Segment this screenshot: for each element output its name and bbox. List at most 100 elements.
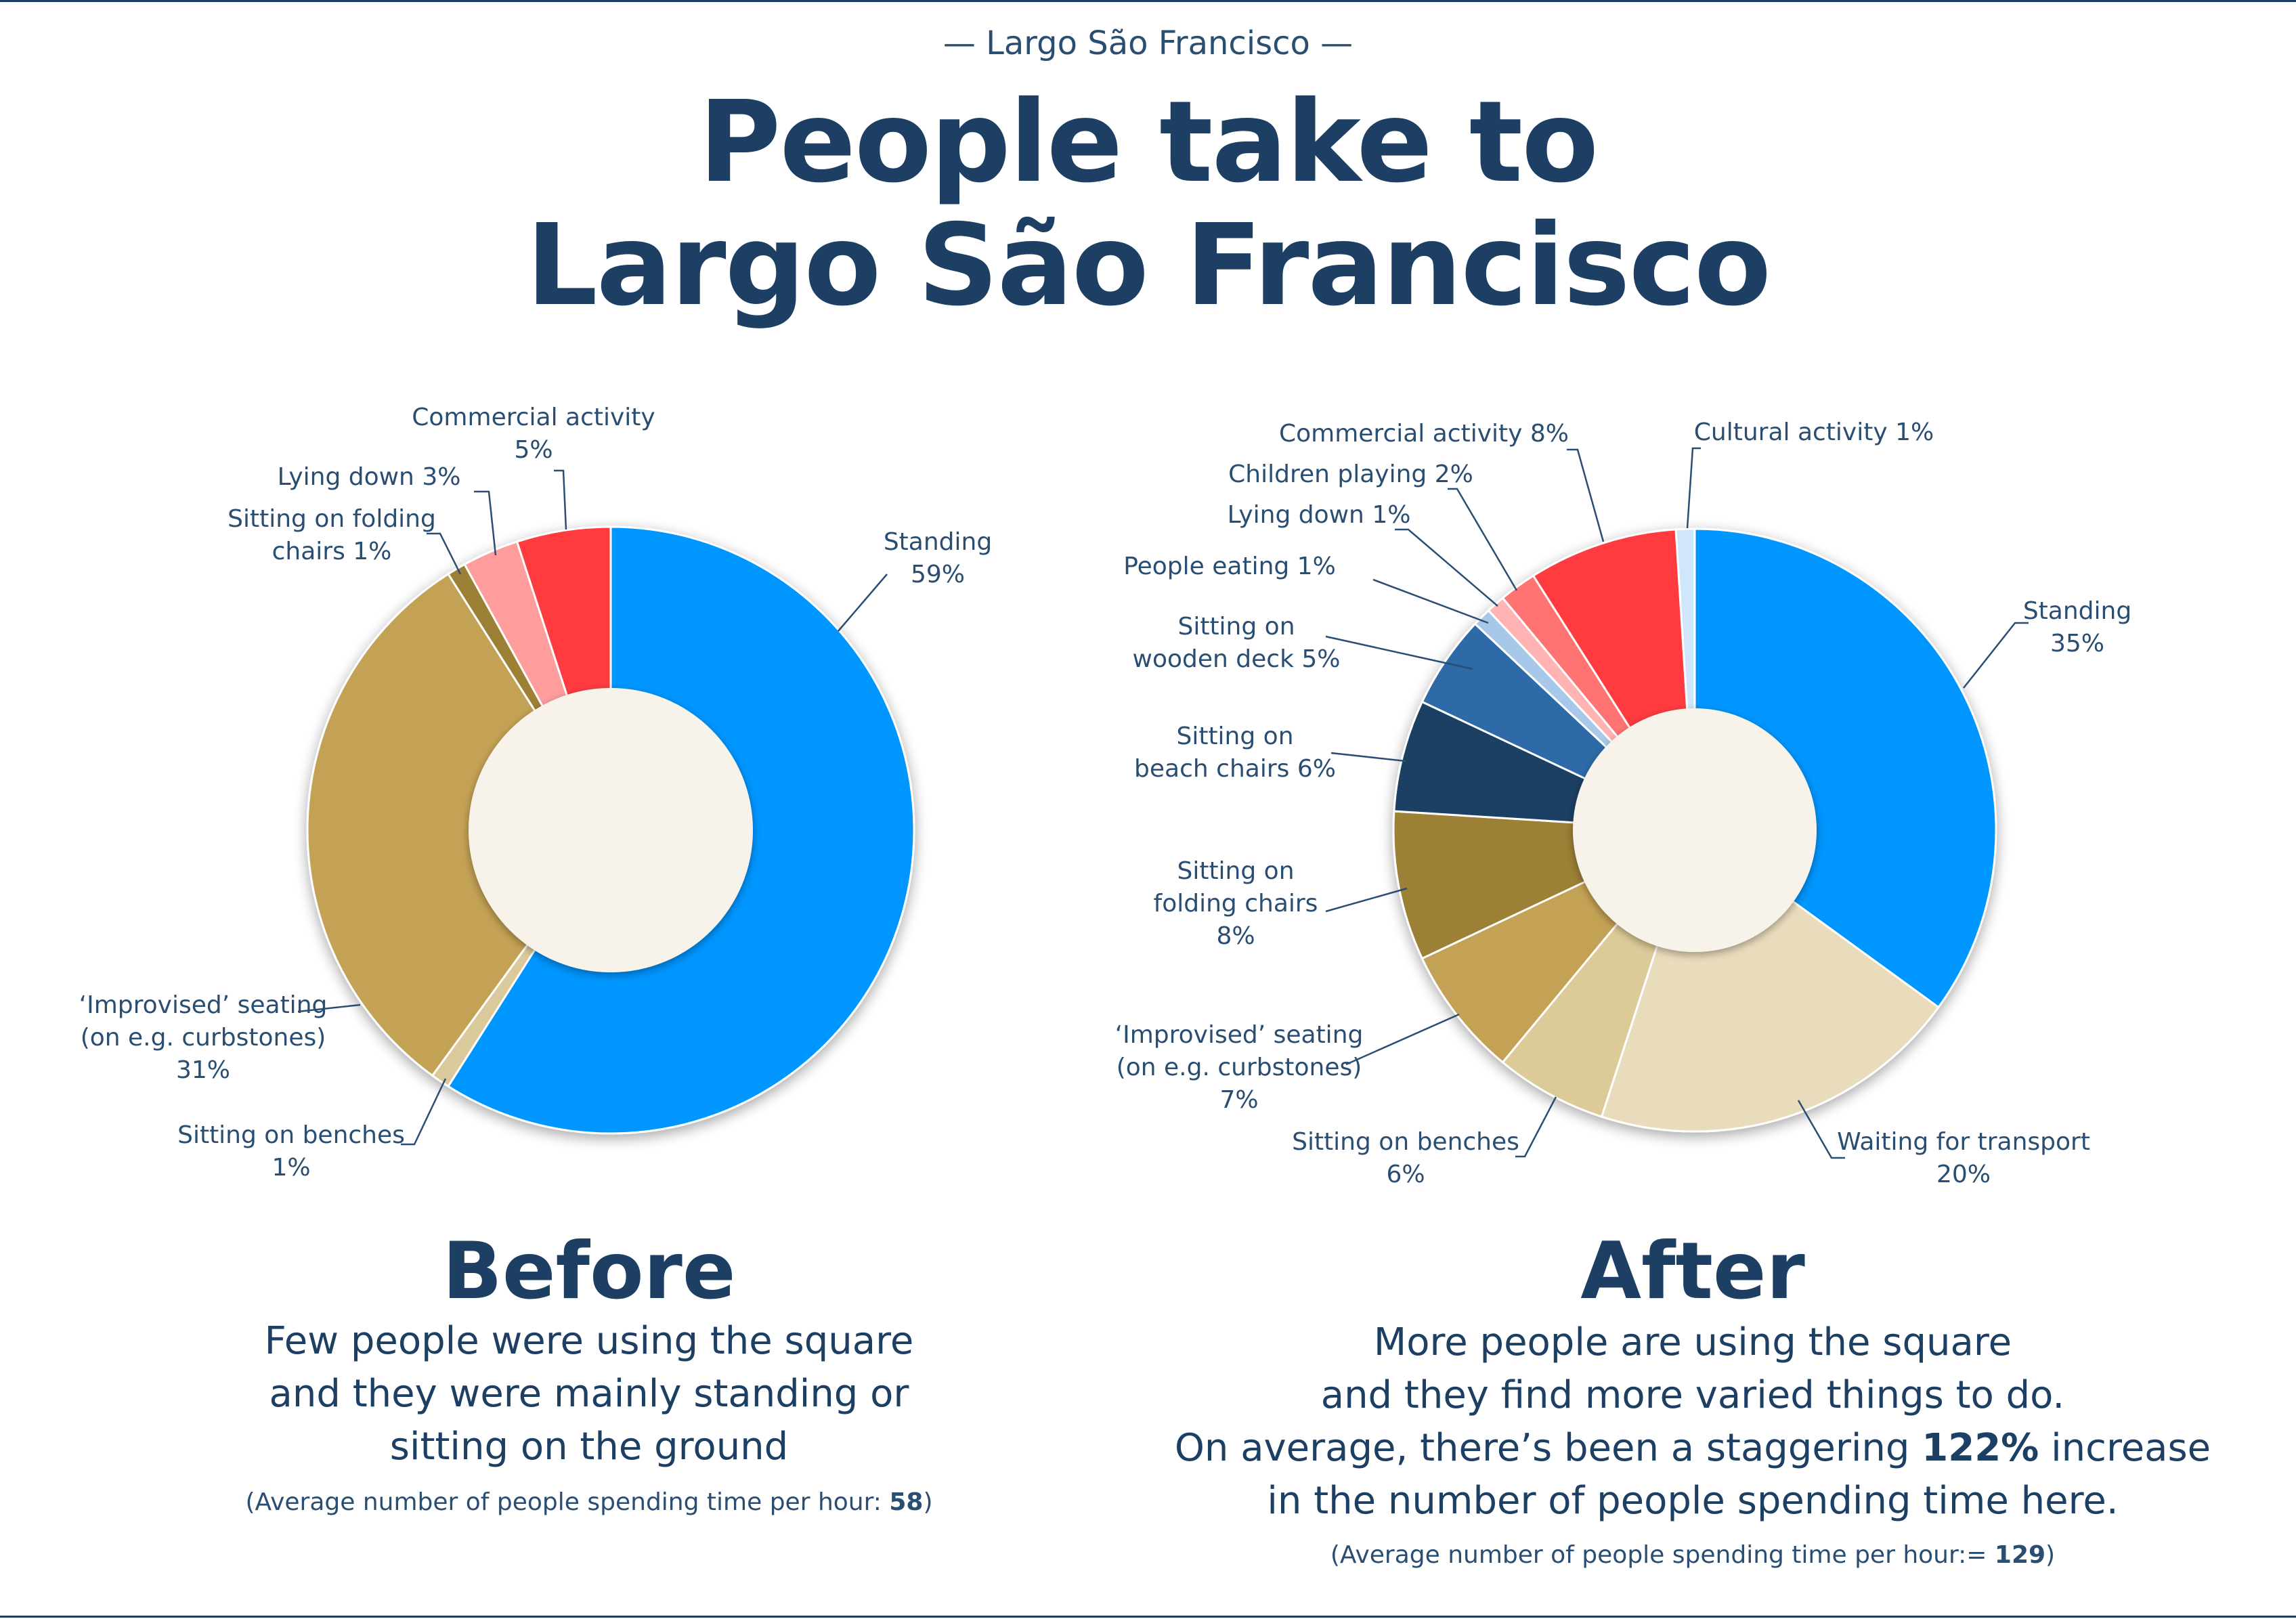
slice-label-line: 6%: [1386, 1161, 1425, 1188]
note-text: ): [2045, 1541, 2056, 1569]
slice-label-line: People eating 1%: [1123, 553, 1336, 580]
slice-label: Standing 35%: [2023, 597, 2131, 657]
slice-label-line: Sitting on: [1176, 722, 1293, 750]
slice-label: Commercial activity 5%: [412, 404, 655, 464]
slice-label: ‘Improvised’ seating (on e.g. curbstones)…: [1115, 1021, 1364, 1114]
slice-label: Sitting on wooden deck 5%: [1133, 613, 1341, 673]
slice-label-line: chairs 1%: [272, 538, 392, 565]
increase-percent: 122%: [1922, 1426, 2039, 1470]
slice-label-line: 7%: [1219, 1086, 1258, 1114]
before-average-note: (Average number of people spending time …: [156, 1488, 1022, 1516]
leader-line: [1963, 622, 2029, 689]
leader-line: [1395, 528, 1498, 607]
slice-improvised-seating-on-e-g-curbstones: [306, 572, 612, 1077]
leader-line: [297, 1003, 361, 1013]
slice-label: Lying down 1%: [1228, 501, 1411, 529]
leader-line: [554, 469, 567, 530]
slice-label-line: Commercial activity: [412, 404, 655, 431]
leader-line: [1567, 448, 1605, 542]
after-desc-text: On average, there’s been a staggering: [1174, 1426, 1922, 1470]
slice-label-line: Cultural activity 1%: [1694, 418, 1934, 446]
leader-line: [1345, 1013, 1460, 1066]
bottom-rule: [0, 1616, 2296, 1618]
slice-label-line: ‘Improvised’ seating: [79, 991, 328, 1019]
title-line-2: Largo São Francisco: [525, 200, 1771, 331]
after-average-value: 129: [1994, 1541, 2046, 1569]
after-desc-line: More people are using the square: [1373, 1320, 2012, 1364]
slice-label: Sitting on benches 1%: [177, 1121, 405, 1182]
note-text: (Average number of people spending time …: [1330, 1541, 1995, 1569]
after-desc-text: increase: [2039, 1426, 2211, 1470]
title-line-1: People take to: [698, 77, 1599, 208]
before-donut-chart: Standing 59% Sitting on benches 1% ‘Improvis…: [79, 404, 993, 1182]
before-heading: Before: [442, 1226, 736, 1317]
slice-label: Sitting on benches 6%: [1292, 1128, 1519, 1188]
slice-label-line: 59%: [911, 561, 965, 588]
slice-label-line: Standing: [884, 528, 992, 556]
slice-label-line: Waiting for transport: [1837, 1128, 2090, 1156]
slice-label-line: Lying down 3%: [278, 463, 461, 491]
slice-label-line: 20%: [1936, 1161, 1991, 1188]
slice-label-line: Commercial activity 8%: [1279, 420, 1569, 448]
slice-standing: [1693, 527, 1997, 1009]
leader-line: [1325, 635, 1473, 670]
note-text: (Average number of people spending time …: [245, 1488, 890, 1516]
before-desc-line: Few people were using the square: [264, 1319, 914, 1363]
slice-label-line: 1%: [272, 1154, 310, 1182]
donut-ring: [1392, 527, 1997, 1133]
slice-label: Children playing 2%: [1228, 460, 1473, 488]
slice-label-line: Sitting on folding: [228, 505, 436, 533]
slice-label-line: Standing: [2023, 597, 2131, 625]
leader-line: [1448, 488, 1518, 591]
slice-label-line: 8%: [1216, 922, 1255, 950]
slice-label: People eating 1%: [1123, 553, 1336, 580]
slice-label: Lying down 3%: [278, 463, 461, 491]
slice-label: Sitting on folding chairs 8%: [1154, 857, 1318, 950]
after-desc-line: On average, there’s been a staggering 12…: [1151, 1422, 2234, 1475]
note-text: ): [923, 1488, 933, 1516]
slice-label: Sitting on beach chairs 6%: [1134, 722, 1336, 783]
leader-line: [427, 532, 462, 575]
leader-line: [1325, 887, 1408, 913]
slice-label-line: wooden deck 5%: [1133, 645, 1341, 673]
before-average-value: 58: [889, 1488, 924, 1516]
slice-label-line: 31%: [176, 1056, 230, 1084]
leader-line: [1797, 1100, 1845, 1159]
slice-label-line: Lying down 1%: [1228, 501, 1411, 529]
leader-line: [838, 574, 888, 632]
after-desc-line: in the number of people spending time he…: [1267, 1479, 2119, 1523]
before-desc-line: sitting on the ground: [389, 1425, 789, 1469]
slice-label-line: ‘Improvised’ seating: [1115, 1021, 1364, 1049]
slice-label: Commercial activity 8%: [1279, 420, 1569, 448]
slice-label-line: 5%: [514, 436, 553, 464]
leader-line: [1686, 447, 1701, 529]
slice-label-line: Sitting on benches: [177, 1121, 405, 1149]
leader-line: [401, 1078, 447, 1146]
page-title: People take to Largo São Francisco: [0, 81, 2296, 328]
slice-label: Standing 59%: [884, 528, 992, 588]
slice-label: Sitting on folding chairs 1%: [228, 505, 436, 565]
donut-hole: [469, 688, 753, 972]
slice-label: Waiting for transport 20%: [1837, 1128, 2090, 1188]
leader-line: [1330, 752, 1406, 762]
slice-label-line: (on e.g. curbstones): [81, 1024, 326, 1052]
slice-label-line: (on e.g. curbstones): [1117, 1054, 1362, 1081]
leader-line: [1515, 1096, 1557, 1158]
slice-label-line: Sitting on: [1177, 613, 1295, 641]
after-desc-line: and they find more varied things to do.: [1320, 1373, 2065, 1417]
kicker: — Largo São Francisco —: [943, 24, 1353, 62]
after-average-note: (Average number of people spending time …: [1151, 1541, 2234, 1569]
slice-label-line: Children playing 2%: [1228, 460, 1473, 488]
slice-label-line: Sitting on: [1177, 857, 1294, 885]
after-donut-chart: Standing 35% Waiting for transport 20% Sitti…: [1115, 418, 2132, 1188]
top-rule: [0, 0, 2296, 2]
after-description: More people are using the square and the…: [1151, 1316, 2234, 1528]
leader-line: [474, 490, 497, 556]
slice-label-line: beach chairs 6%: [1134, 755, 1336, 783]
before-description: Few people were using the square and the…: [156, 1315, 1022, 1473]
before-desc-line: and they were mainly standing or: [269, 1372, 909, 1416]
slice-label-line: 35%: [2050, 630, 2104, 657]
slice-label-line: Sitting on benches: [1292, 1128, 1519, 1156]
slice-label: ‘Improvised’ seating (on e.g. curbstones)…: [79, 991, 328, 1084]
